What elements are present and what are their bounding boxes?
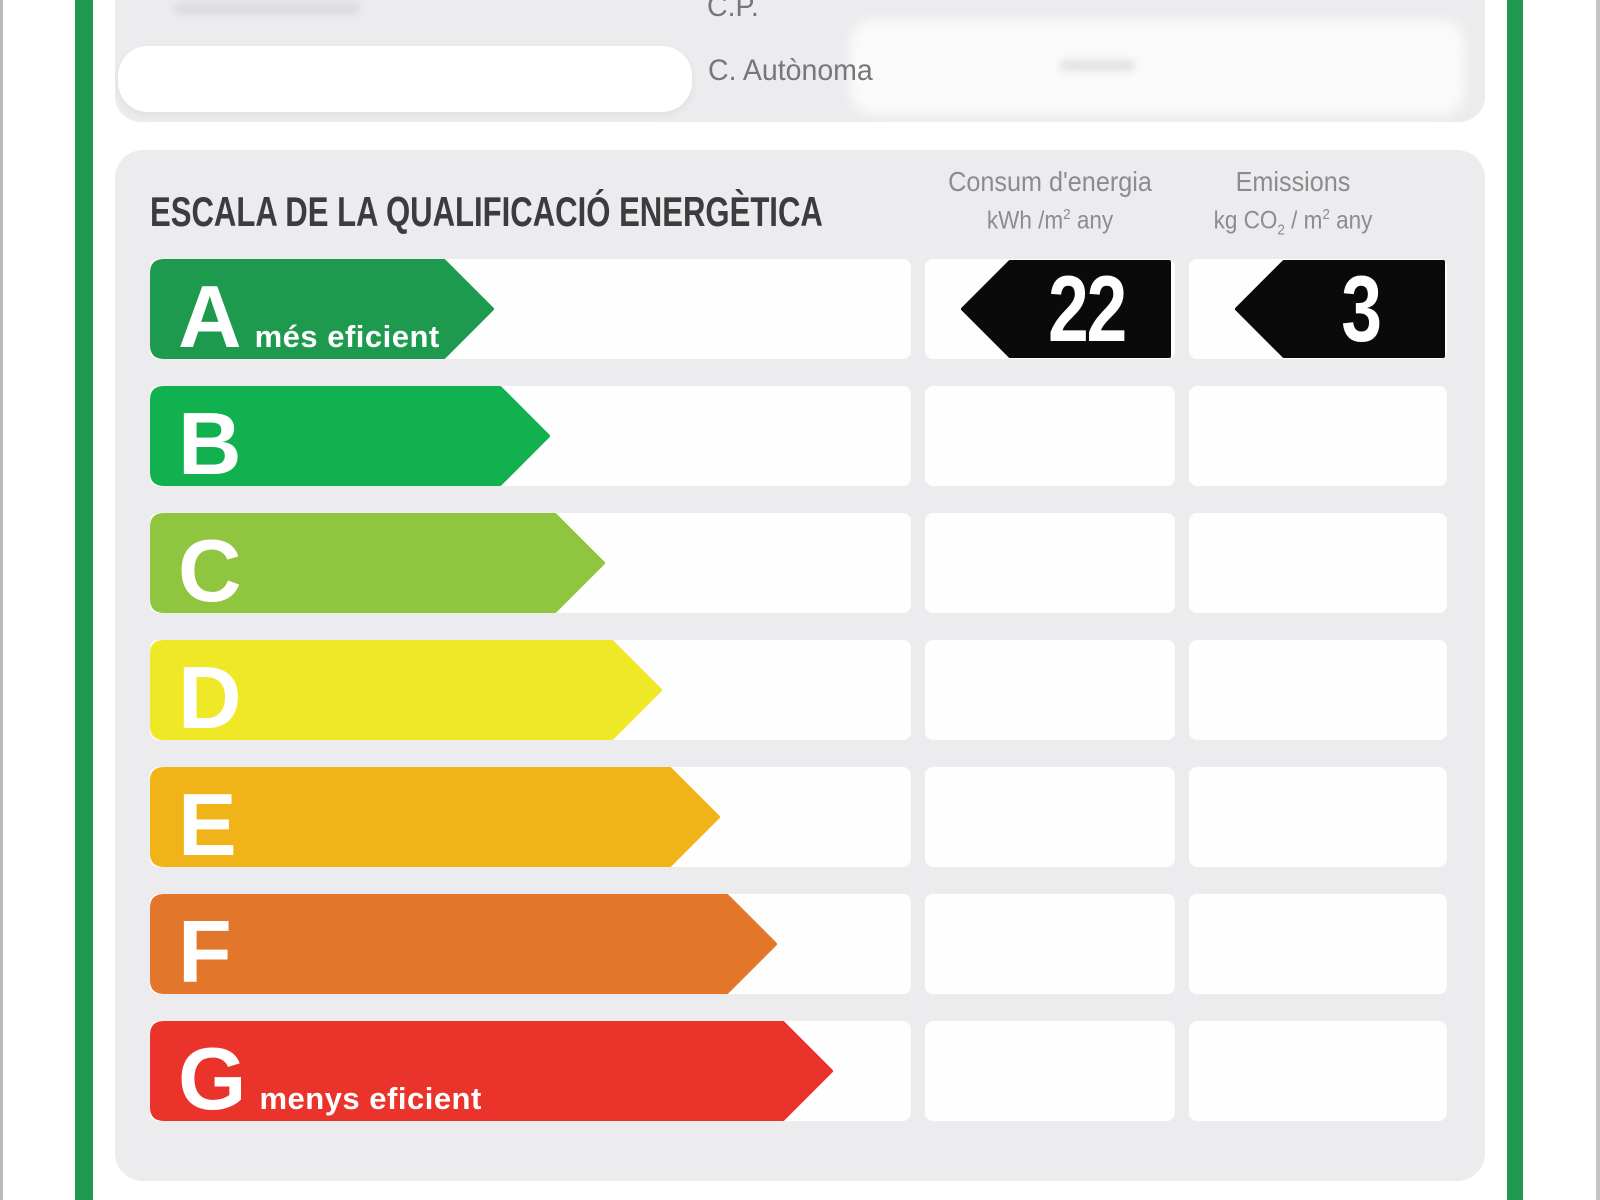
consum-cell xyxy=(925,513,1175,613)
grade-bar-B xyxy=(150,386,550,486)
consum-cell xyxy=(925,640,1175,740)
emissions-header-title: Emissions xyxy=(1235,166,1351,197)
scale-row-E: E xyxy=(115,767,1485,869)
grade-letter: G xyxy=(178,1029,247,1128)
scale-row-D: D xyxy=(115,640,1485,742)
grade-bar-G xyxy=(150,1021,833,1121)
consum-cell xyxy=(925,1021,1175,1121)
address-form-section: C.P. C. Autònoma xyxy=(115,0,1485,122)
green-stripe-left xyxy=(75,0,93,1200)
grade-bar-E xyxy=(150,767,720,867)
consum-header-unit: kWh /m2 any xyxy=(986,206,1114,235)
grade-letter: E xyxy=(178,775,237,874)
emissions-header-unit: kg CO2 / m2 any xyxy=(1213,206,1373,239)
rating-value: 3 xyxy=(1341,256,1382,361)
grade-bar-text: E xyxy=(178,781,237,869)
rating-arrow-icon xyxy=(1235,260,1445,358)
green-stripe-right xyxy=(1507,0,1523,1200)
scale-title: ESCALA DE LA QUALIFICACIÓ ENERGÈTICA xyxy=(150,188,823,235)
redacted-smudge xyxy=(1060,60,1135,71)
emissions-cell xyxy=(1189,894,1447,994)
cp-label: C.P. xyxy=(707,0,759,23)
rating-arrow-icon xyxy=(961,260,1171,358)
grade-bar-C xyxy=(150,513,605,613)
grade-letter: A xyxy=(178,267,242,366)
grade-bar-text: F xyxy=(178,908,232,996)
grade-letter: C xyxy=(178,521,242,620)
grade-bar-A xyxy=(150,259,494,359)
efficiency-note: menys eficient xyxy=(259,1081,482,1116)
scale-row-B: B xyxy=(115,386,1485,488)
address-input[interactable] xyxy=(118,46,692,112)
grade-bar-text: B xyxy=(178,400,242,488)
emissions-rating-badge: 3 xyxy=(1230,256,1447,361)
energy-scale-section: ESCALA DE LA QUALIFICACIÓ ENERGÈTICA Con… xyxy=(115,150,1485,1181)
grade-bar-F xyxy=(150,894,777,994)
grade-letter: D xyxy=(178,648,242,747)
consum-cell xyxy=(925,386,1175,486)
emissions-cell xyxy=(1189,640,1447,740)
efficiency-note: més eficient xyxy=(254,319,440,354)
emissions-cell xyxy=(1189,386,1447,486)
emissions-column-header: Emissions kg CO2 / m2 any xyxy=(1164,166,1422,238)
grade-letter: B xyxy=(178,394,242,493)
grade-bar-D xyxy=(150,640,662,740)
page-left-border xyxy=(0,0,3,1200)
consum-header-title: Consum d'energia xyxy=(948,166,1152,197)
consum-rating-badge: 22 xyxy=(956,256,1173,361)
emissions-cell xyxy=(1189,513,1447,613)
consum-cell xyxy=(925,894,1175,994)
scale-row-C: C xyxy=(115,513,1485,615)
page-right-border xyxy=(1596,0,1600,1200)
redacted-smudge xyxy=(175,2,360,15)
emissions-cell xyxy=(1189,1021,1447,1121)
grade-bar-text: C xyxy=(178,527,242,615)
redacted-area xyxy=(850,20,1465,115)
rating-value: 22 xyxy=(1048,256,1127,361)
scale-row-F: F xyxy=(115,894,1485,996)
grade-bar-text: D xyxy=(178,654,242,742)
emissions-cell xyxy=(1189,767,1447,867)
consum-cell xyxy=(925,767,1175,867)
autonomous-community-label: C. Autònoma xyxy=(708,54,873,87)
grade-letter: F xyxy=(178,902,232,1001)
consum-column-header: Consum d'energia kWh /m2 any xyxy=(925,166,1175,235)
